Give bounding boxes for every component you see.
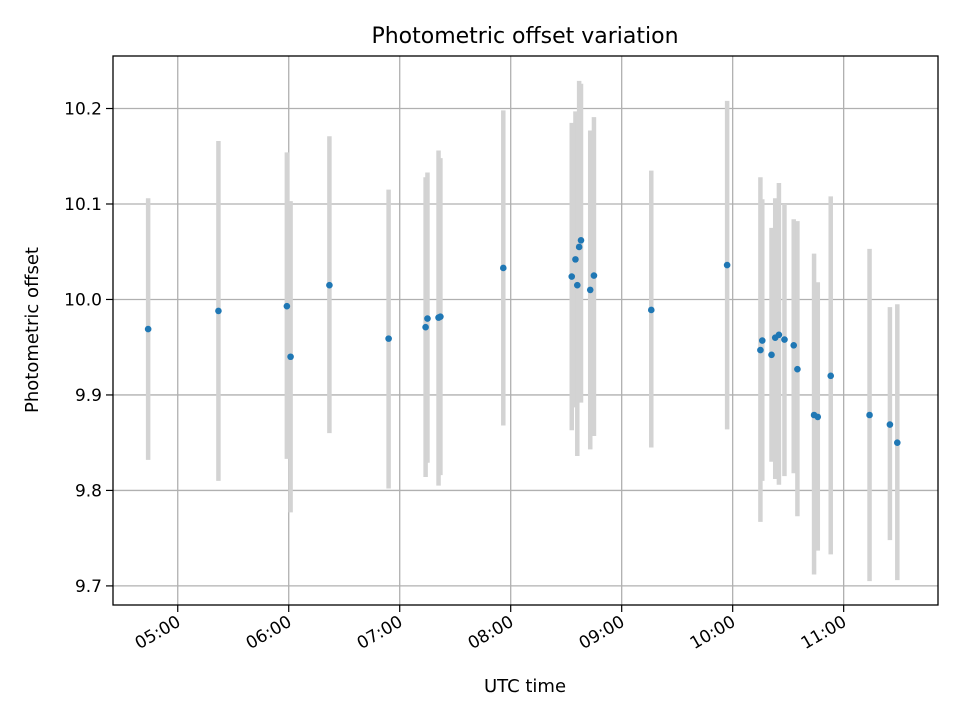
- data-point: [886, 421, 894, 428]
- chart-title: Photometric offset variation: [371, 24, 678, 49]
- x-tick-label: 06:00: [243, 612, 295, 654]
- x-tick-label: 11:00: [798, 612, 850, 654]
- data-point: [577, 236, 585, 244]
- data-point: [568, 273, 576, 280]
- y-tick-label: 9.7: [75, 577, 102, 597]
- data-point: [283, 302, 291, 310]
- y-tick-label: 10.0: [64, 290, 102, 310]
- plot-frame: [112, 55, 939, 606]
- data-point: [866, 411, 873, 419]
- y-axis-ticks: 9.7 9.8 9.9 10.0 10.1 10.2: [64, 100, 113, 597]
- data-point: [500, 264, 507, 272]
- x-axis-label: UTC time: [484, 676, 566, 697]
- data-point: [326, 281, 333, 289]
- data-point: [758, 337, 766, 344]
- data-point: [385, 335, 392, 342]
- data-point: [572, 256, 579, 263]
- x-tick-label: 05:00: [132, 612, 184, 654]
- data-point: [894, 439, 901, 446]
- data-point: [757, 346, 764, 354]
- x-tick-label: 08:00: [465, 612, 517, 654]
- data-points: [144, 236, 901, 446]
- data-point: [575, 243, 583, 251]
- y-tick-label: 10.1: [64, 195, 102, 215]
- y-tick-label: 9.9: [75, 386, 102, 406]
- y-axis-label: Photometric offset: [22, 247, 43, 413]
- data-point: [437, 313, 444, 320]
- data-point: [424, 315, 431, 322]
- data-point: [794, 365, 801, 373]
- data-point: [723, 261, 731, 269]
- y-tick-label: 9.8: [75, 481, 102, 501]
- y-tick-label: 10.2: [64, 100, 102, 120]
- data-point: [768, 351, 775, 359]
- data-point: [573, 281, 581, 289]
- data-point: [287, 353, 294, 361]
- data-point: [422, 323, 429, 331]
- data-point: [590, 272, 598, 279]
- x-tick-label: 09:00: [576, 612, 628, 654]
- data-point: [647, 306, 655, 314]
- x-tick-label: 07:00: [354, 612, 406, 654]
- data-point: [814, 413, 822, 421]
- data-point: [827, 372, 835, 380]
- x-tick-label: 10:00: [687, 612, 739, 654]
- data-point: [144, 325, 152, 333]
- data-point: [586, 286, 594, 294]
- error-bars: [145, 80, 900, 582]
- data-point: [215, 307, 222, 315]
- data-point: [790, 341, 798, 349]
- x-axis-ticks: 05:00 06:00 07:00 08:00 09:00 10:00 11:00: [132, 605, 850, 654]
- data-point: [775, 331, 783, 339]
- grid: [113, 56, 938, 605]
- data-point: [781, 336, 788, 343]
